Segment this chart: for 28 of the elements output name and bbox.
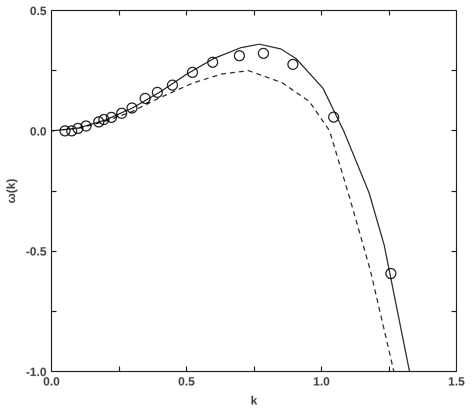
point xyxy=(140,92,151,104)
point xyxy=(207,56,218,68)
point xyxy=(126,102,138,114)
point xyxy=(186,66,198,78)
point xyxy=(72,122,84,134)
point xyxy=(93,116,104,128)
x-axis-title: k xyxy=(250,394,258,408)
point xyxy=(166,80,178,91)
point xyxy=(116,108,128,119)
y-tick-label: -0.5 xyxy=(26,244,47,259)
x-tick-label: 1.0 xyxy=(313,374,330,388)
x-tick-label: 1.5 xyxy=(448,374,466,388)
point xyxy=(60,125,70,136)
point xyxy=(80,120,92,132)
y-tick-label: 0.0 xyxy=(30,124,47,138)
y-axis-title: ω(k) xyxy=(4,178,18,204)
point xyxy=(106,112,117,123)
point xyxy=(385,268,396,280)
x-tick-label: 0.5 xyxy=(178,374,196,388)
point xyxy=(287,58,298,70)
point xyxy=(258,48,269,59)
point xyxy=(66,125,78,136)
point xyxy=(328,112,340,123)
point xyxy=(98,114,110,126)
y-tick-label: 0.5 xyxy=(30,4,47,18)
point xyxy=(234,50,245,62)
point xyxy=(152,86,163,98)
x-tick-label: 0.0 xyxy=(43,374,60,388)
